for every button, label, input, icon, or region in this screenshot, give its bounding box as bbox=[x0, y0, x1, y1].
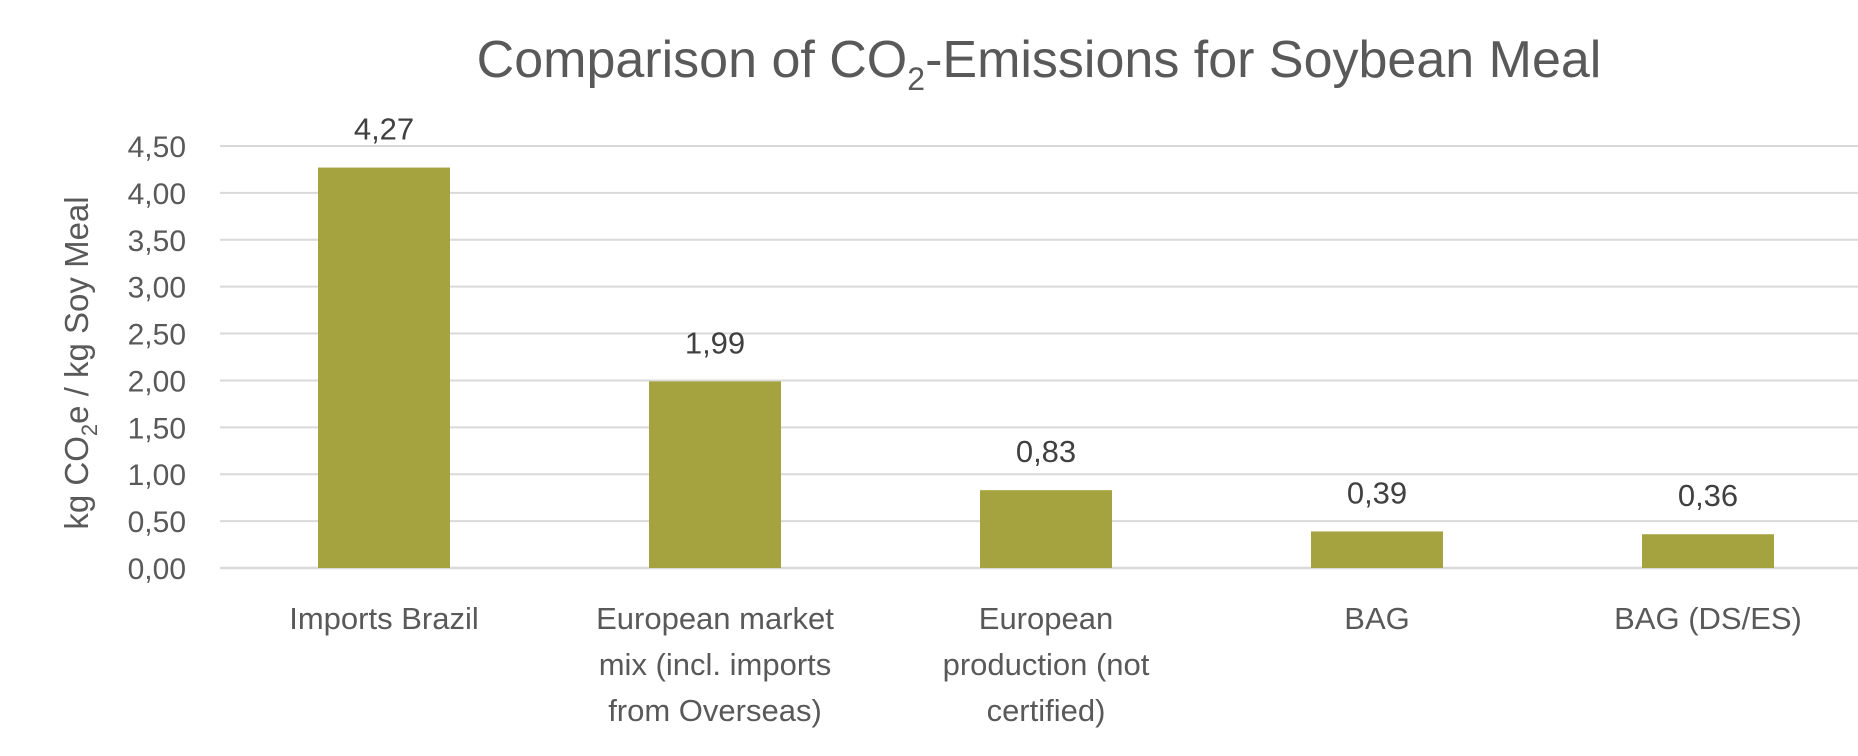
y-tick-label: 0,00 bbox=[128, 553, 186, 586]
category-label: European market mix (incl. imports from Ov… bbox=[596, 601, 834, 728]
y-tick-label: 4,00 bbox=[128, 178, 186, 211]
data-label: 0,83 bbox=[1016, 434, 1076, 469]
y-tick-label: 1,50 bbox=[128, 412, 186, 445]
gridlines bbox=[220, 145, 1858, 570]
y-tick-label: 3,00 bbox=[128, 272, 186, 305]
category-label-line: European bbox=[979, 601, 1113, 636]
chart-title-subscript: 2 bbox=[907, 61, 925, 97]
bars bbox=[318, 167, 1774, 568]
y-axis-label-part: e / kg Soy Meal bbox=[58, 196, 95, 423]
bar bbox=[1642, 534, 1774, 568]
category-label-line: from Overseas) bbox=[608, 693, 822, 728]
bar bbox=[980, 490, 1112, 568]
y-tick-label: 0,50 bbox=[128, 506, 186, 539]
bar bbox=[649, 381, 781, 568]
category-label-line: European market bbox=[596, 601, 834, 636]
bar bbox=[1311, 531, 1443, 568]
category-label-line: mix (incl. imports bbox=[599, 647, 832, 682]
y-tick-label: 2,00 bbox=[128, 365, 186, 398]
y-tick-label: 2,50 bbox=[128, 319, 186, 352]
category-label-line: production (not bbox=[943, 647, 1150, 682]
data-label: 4,27 bbox=[354, 112, 414, 147]
data-label: 0,39 bbox=[1347, 475, 1407, 510]
category-label: Imports Brazil bbox=[289, 601, 478, 636]
data-labels: 4,27 1,99 0,83 0,39 0,36 bbox=[354, 112, 1738, 514]
category-label: European production (not certified) bbox=[943, 601, 1150, 728]
chart-title-part: Comparison of CO bbox=[477, 31, 908, 89]
category-label-line: BAG (DS/ES) bbox=[1614, 601, 1802, 636]
data-label: 0,36 bbox=[1678, 478, 1738, 513]
chart-title: Comparison of CO2-Emissions for Soybean … bbox=[477, 31, 1602, 97]
category-label-line: BAG bbox=[1344, 601, 1409, 636]
y-axis-ticks: 0,00 0,50 1,00 1,50 2,00 2,50 3,00 3,50 4,00 4,50 bbox=[128, 131, 186, 586]
category-label: BAG bbox=[1344, 601, 1409, 636]
y-tick-label: 4,50 bbox=[128, 131, 186, 164]
y-axis-label-part: kg CO bbox=[58, 436, 95, 530]
data-label: 1,99 bbox=[685, 325, 745, 360]
y-axis-label: kg CO2e / kg Soy Meal bbox=[58, 196, 102, 529]
category-label: BAG (DS/ES) bbox=[1614, 601, 1802, 636]
chart-title-part: -Emissions for Soybean Meal bbox=[925, 31, 1601, 89]
bar bbox=[318, 167, 450, 568]
y-tick-label: 1,00 bbox=[128, 459, 186, 492]
y-axis-label-subscript: 2 bbox=[77, 424, 102, 436]
category-label-line: certified) bbox=[987, 693, 1106, 728]
category-label-line: Imports Brazil bbox=[289, 601, 478, 636]
x-axis-categories: Imports Brazil European market mix (incl. … bbox=[289, 601, 1802, 728]
y-tick-label: 3,50 bbox=[128, 225, 186, 258]
